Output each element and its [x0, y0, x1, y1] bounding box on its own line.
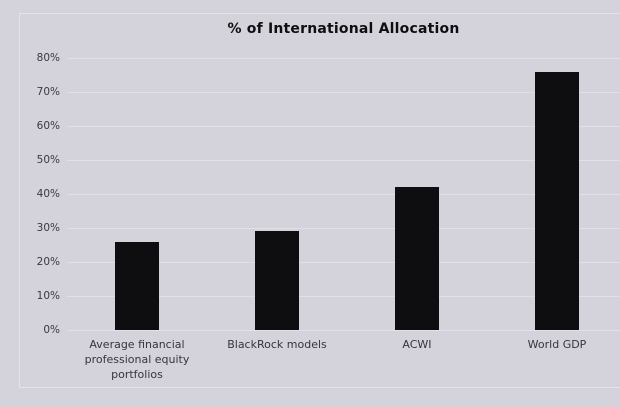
gridline: [67, 194, 620, 195]
gridline: [67, 296, 620, 297]
chart-title: % of International Allocation: [227, 21, 460, 37]
y-tick-label: 20%: [36, 255, 60, 268]
y-tick-label: 80%: [36, 51, 60, 64]
y-tick-label: 0%: [43, 323, 60, 336]
x-axis-label: World GDP: [527, 338, 587, 351]
bar: [115, 241, 159, 330]
gridline: [67, 92, 620, 93]
y-tick-label: 30%: [36, 221, 60, 234]
gridline: [67, 126, 620, 127]
gridline: [67, 58, 620, 59]
y-tick-label: 50%: [36, 153, 60, 166]
gridline: [67, 262, 620, 263]
y-tick-label: 70%: [36, 85, 60, 98]
x-axis-label: ACWI: [402, 338, 432, 351]
gridline: [67, 160, 620, 161]
x-axis-label: BlackRock models: [227, 338, 327, 351]
gridline: [67, 330, 620, 331]
y-tick-label: 60%: [36, 119, 60, 132]
bar: [395, 187, 439, 330]
bar: [255, 231, 299, 330]
gridline: [67, 228, 620, 229]
bar: [535, 71, 579, 330]
y-tick-label: 10%: [36, 289, 60, 302]
chart-border: [19, 13, 620, 388]
x-axis-label: Average financial professional equity po…: [84, 338, 190, 381]
y-tick-label: 40%: [36, 187, 60, 200]
